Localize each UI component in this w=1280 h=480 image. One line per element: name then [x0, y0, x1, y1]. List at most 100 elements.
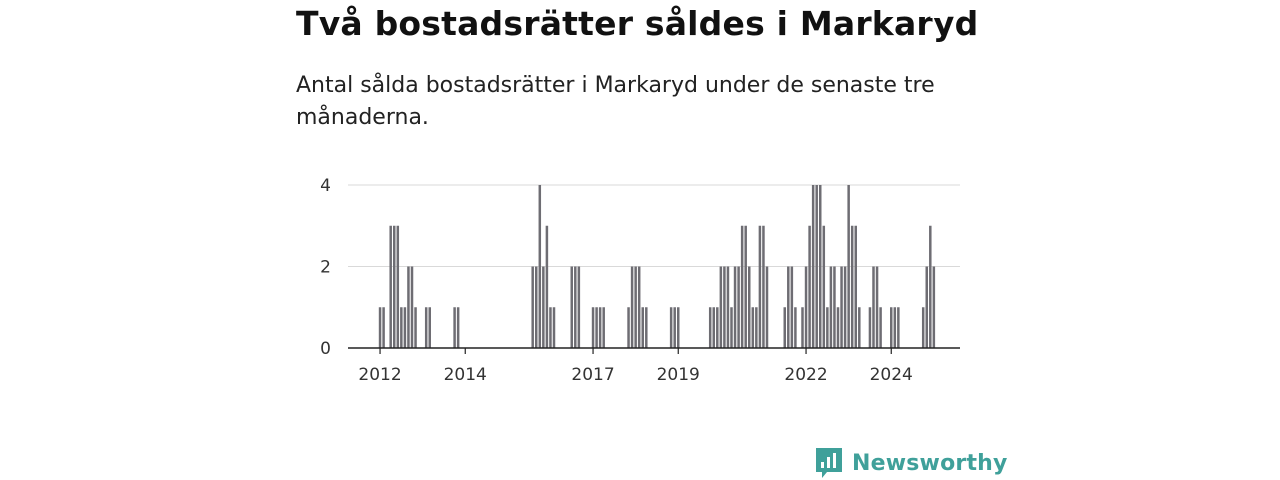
bar: [627, 307, 630, 348]
bar: [677, 307, 680, 348]
bar: [542, 266, 545, 348]
bar: [748, 266, 751, 348]
bar: [875, 266, 879, 348]
bar: [822, 225, 826, 348]
bar: [783, 307, 786, 348]
bar: [872, 266, 875, 348]
bar: [808, 225, 811, 348]
bar: [858, 307, 861, 348]
bar: [574, 266, 577, 348]
y-tick-label: 0: [320, 339, 331, 359]
bar: [403, 307, 407, 348]
bar: [453, 307, 456, 348]
x-tick-label: 2019: [657, 365, 700, 385]
y-axis-ticks: 0 2 4: [320, 176, 331, 359]
bar: [787, 266, 790, 348]
bar: [850, 225, 854, 348]
newsworthy-logo: Newsworthy: [814, 446, 1008, 480]
bar: [897, 307, 900, 348]
bar: [829, 266, 833, 348]
bar: [801, 307, 804, 348]
bar: [552, 307, 556, 348]
bar: [730, 307, 733, 348]
bar: [811, 185, 815, 348]
bar: [669, 307, 673, 348]
bar: [538, 185, 542, 348]
bar: [396, 225, 400, 348]
bar: [591, 307, 595, 348]
bar: [733, 266, 737, 348]
highlight-label-bg: [930, 0, 945, 18]
bar: [836, 307, 840, 348]
bar-chart: 0 2 4 2012 2014 2017 2019 2022 2024 2: [320, 0, 960, 385]
bar: [389, 225, 392, 348]
bar: [854, 225, 857, 348]
bar: [708, 307, 712, 348]
bar: [868, 307, 872, 348]
highlight-value-label: 2: [932, 0, 943, 5]
bar: [744, 225, 747, 348]
bar: [833, 266, 836, 348]
bar: [762, 225, 765, 348]
x-axis-ticks: 2012 2014 2017 2019 2022 2024: [358, 348, 913, 385]
bar: [847, 185, 850, 348]
bar: [410, 266, 414, 348]
y-tick-label: 2: [320, 258, 331, 278]
bar: [378, 307, 382, 348]
bar: [545, 225, 549, 348]
bar: [598, 307, 602, 348]
bar: [794, 307, 797, 348]
bar: [758, 225, 762, 348]
bar: [641, 307, 644, 348]
bar: [879, 307, 882, 348]
bar: [765, 266, 769, 348]
bar: [393, 225, 396, 348]
bar: [819, 185, 822, 348]
bar: [602, 307, 605, 348]
bar: [456, 307, 460, 348]
bar: [726, 266, 730, 348]
bar: [645, 307, 648, 348]
bar: [637, 266, 641, 348]
bar: [428, 307, 431, 348]
bar: [570, 266, 573, 348]
y-tick-label: 4: [320, 176, 331, 196]
x-tick-label: 2017: [571, 365, 614, 385]
bars: [378, 185, 936, 348]
bar: [531, 266, 534, 348]
bar: [890, 307, 893, 348]
bar: [712, 307, 715, 348]
bar: [719, 266, 723, 348]
bar: [790, 266, 794, 348]
bar: [723, 266, 726, 348]
x-tick-label: 2022: [784, 365, 827, 385]
bar: [407, 266, 410, 348]
bar: [921, 307, 925, 348]
bar: [843, 266, 847, 348]
bar: [630, 266, 634, 348]
bar: [932, 266, 936, 348]
newsworthy-logo-icon: [816, 448, 842, 478]
chart-title: Två bostadsrätter såldes i Markaryd: [296, 4, 979, 43]
bar: [925, 266, 928, 348]
bar: [804, 266, 808, 348]
bar: [595, 307, 598, 348]
bar: [634, 266, 637, 348]
bar: [840, 266, 843, 348]
bar: [751, 307, 755, 348]
bar: [740, 225, 744, 348]
chart-subtitle: Antal sålda bostadsrätter i Markaryd und…: [296, 73, 935, 130]
bar: [815, 185, 818, 348]
bar: [535, 266, 538, 348]
gridlines: [348, 184, 960, 267]
bar: [929, 225, 932, 348]
x-tick-label: 2014: [444, 365, 487, 385]
highlight-annotation: 2: [930, 0, 945, 18]
bar: [737, 266, 740, 348]
bar: [673, 307, 676, 348]
bar: [893, 307, 897, 348]
x-tick-label: 2024: [870, 365, 913, 385]
bar: [826, 307, 829, 348]
bar: [577, 266, 581, 348]
bar: [549, 307, 552, 348]
